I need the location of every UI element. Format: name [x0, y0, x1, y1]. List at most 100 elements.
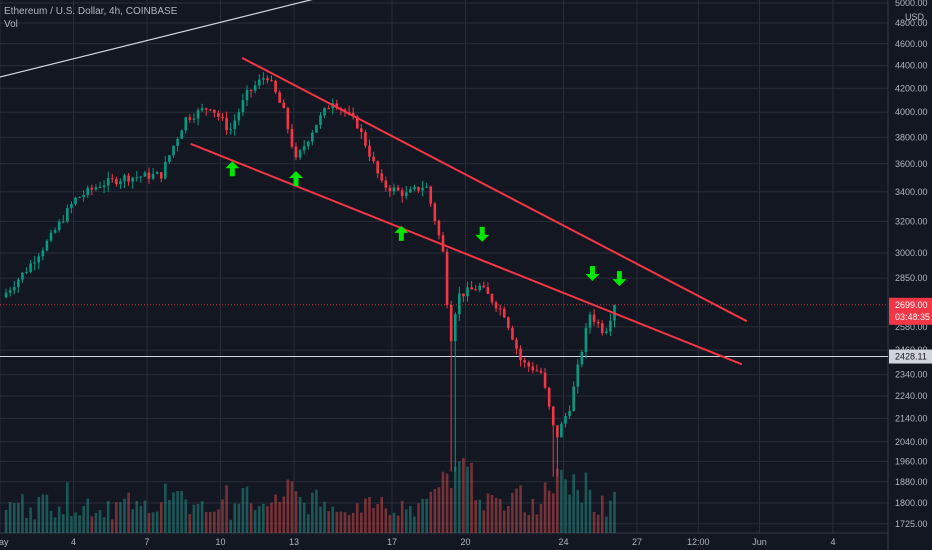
volume-bar: [41, 494, 45, 533]
arrow-up-icon[interactable]: [289, 170, 303, 186]
arrow-shape: [612, 271, 627, 287]
volume-bar: [306, 514, 310, 533]
candle-body: [249, 89, 253, 91]
volume-bar: [70, 516, 73, 533]
candle-body: [592, 314, 596, 322]
price-tick-label: 2850.00: [895, 273, 928, 283]
volume-bar: [200, 501, 204, 533]
volume-bar: [110, 519, 114, 533]
candle-body: [213, 109, 216, 113]
candle-body: [208, 109, 212, 111]
candle-body: [551, 406, 555, 426]
candle-body: [17, 279, 20, 288]
volume-bar: [143, 500, 147, 533]
price-tick-label: 1800.00: [895, 498, 928, 508]
candle-body: [66, 207, 69, 222]
trendline-lower[interactable]: [190, 142, 743, 366]
volume-bar: [294, 491, 298, 533]
trendline-upper[interactable]: [241, 56, 748, 323]
volume-bar: [298, 497, 302, 533]
candle-body: [580, 352, 584, 365]
volume-bar: [580, 502, 584, 533]
volume-bar: [404, 509, 408, 533]
candle-body: [37, 256, 41, 263]
candle-body: [462, 293, 465, 297]
volume-bar: [609, 500, 612, 533]
candle-body: [196, 110, 200, 119]
candle-body: [564, 416, 567, 424]
volume-bar: [233, 503, 237, 533]
time-tick-label: 27: [632, 537, 642, 547]
candle-body: [172, 145, 175, 156]
time-axis[interactable]: May 4 7 10 13 17 20 24 27 12:00 Jun 4: [0, 537, 836, 547]
candle-body: [409, 189, 412, 193]
volume-bar: [217, 509, 220, 533]
volume-bar: [400, 500, 404, 533]
candle-body: [400, 190, 404, 197]
candle-body: [482, 285, 486, 288]
price-axis[interactable]: 1725.00 1800.00 1880.00 1960.00 2040.00 2140.…: [889, 0, 932, 529]
candle-body: [306, 141, 310, 147]
candle-body: [241, 100, 245, 113]
candle-body: [502, 308, 506, 318]
volume-bar: [78, 515, 81, 533]
candle-body: [151, 173, 155, 179]
volume-bar: [311, 492, 314, 533]
candle-body: [466, 287, 469, 297]
candle-body: [572, 386, 575, 411]
candle-body: [498, 308, 502, 310]
candle-body: [474, 289, 477, 291]
volume-bar: [445, 473, 449, 533]
arrow-up-icon[interactable]: [394, 225, 409, 241]
time-tick-label: May: [0, 537, 9, 547]
volume-bar: [119, 501, 122, 533]
candle-body: [584, 327, 588, 353]
volume-bar: [527, 514, 531, 533]
volume-bar: [90, 516, 94, 533]
volume-bar: [551, 493, 555, 533]
arrow-shape: [585, 266, 600, 282]
volume-bar: [241, 487, 245, 533]
volume-bar: [539, 504, 543, 533]
time-tick-label: 20: [460, 537, 470, 547]
volume-bar: [249, 503, 253, 533]
candle-body: [237, 112, 241, 121]
price-tick-label: 4400.00: [895, 61, 928, 71]
arrow-annotations[interactable]: [225, 161, 627, 287]
price-tick-label: 5000.00: [895, 0, 928, 8]
arrow-up-icon[interactable]: [225, 161, 240, 177]
candle-body: [458, 293, 461, 315]
trendlines[interactable]: [0, 0, 748, 366]
volume-bar: [302, 502, 306, 533]
candle-body: [547, 387, 551, 407]
arrow-down-icon[interactable]: [612, 271, 627, 287]
candle-body: [323, 108, 326, 116]
arrow-down-icon[interactable]: [475, 226, 490, 242]
hline-price-marker[interactable]: [889, 349, 932, 364]
candle-body: [441, 235, 445, 252]
candle-body: [115, 178, 118, 185]
last-price-marker[interactable]: [889, 297, 932, 325]
candle-body: [86, 187, 90, 195]
volume-bar: [478, 499, 482, 533]
trendline-long-term-support[interactable]: [0, 0, 345, 83]
volume-bar: [127, 492, 130, 533]
volume-bar: [282, 496, 286, 533]
arrow-down-icon[interactable]: [585, 266, 600, 282]
volume-bar: [86, 498, 90, 533]
candle-body: [417, 187, 420, 191]
arrow-shape: [289, 170, 303, 186]
volume-bar: [225, 485, 228, 533]
volume-bar: [462, 458, 465, 533]
arrow-shape: [394, 225, 409, 241]
volume-bar: [547, 490, 551, 533]
volume-bar: [613, 491, 616, 533]
candle-body: [131, 177, 134, 182]
candle-body: [143, 172, 147, 177]
price-tick-label: 1880.00: [895, 477, 928, 487]
candle-body: [90, 187, 94, 190]
price-tick-label: 3600.00: [895, 159, 928, 169]
price-tick-label: 3000.00: [895, 248, 928, 258]
